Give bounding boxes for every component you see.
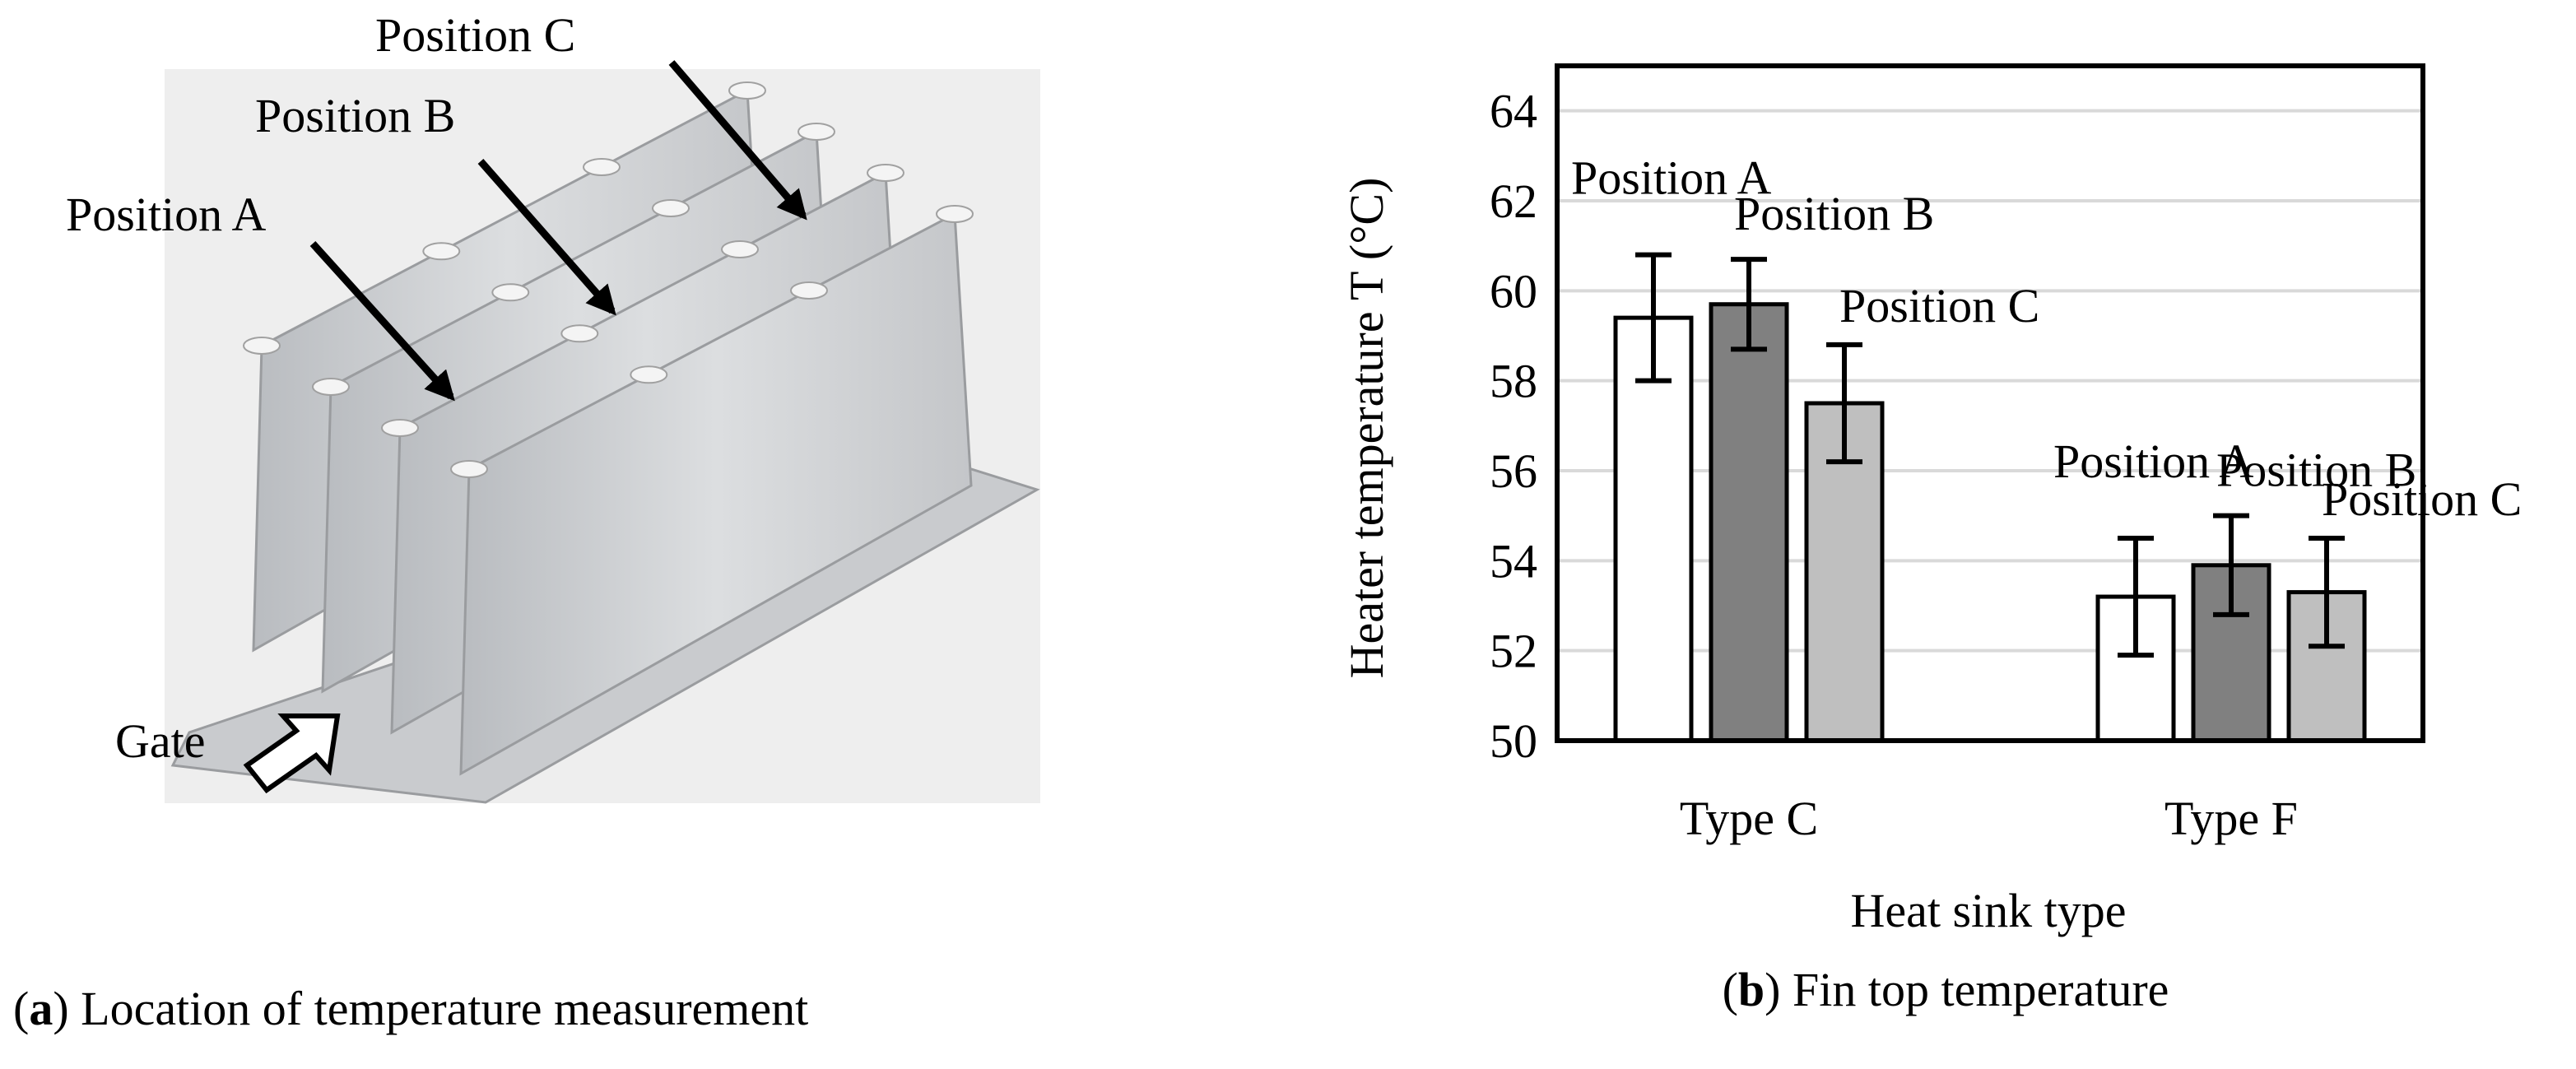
y-tick-label: 52	[1490, 625, 1537, 678]
caption-b: (b) Fin top temperature	[1723, 963, 2169, 1016]
arrow	[668, 60, 807, 221]
x-axis-label: Heat sink type	[1850, 884, 2126, 937]
y-axis-label: Heater temperature T (°C)	[1340, 178, 1393, 679]
series-label: Position B	[1734, 187, 1934, 240]
y-tick-label: 62	[1490, 174, 1537, 228]
arrow	[477, 159, 616, 316]
error-bar	[2213, 513, 2249, 617]
pin-top	[243, 337, 281, 355]
pin-top	[630, 365, 668, 384]
heat-sink-illustration	[165, 69, 1040, 804]
x-tick-label: Type F	[2164, 792, 2298, 845]
gate-label: Gate	[115, 714, 206, 768]
pin-top	[450, 460, 488, 478]
error-bar	[1635, 252, 1672, 383]
error-bar	[2309, 536, 2345, 649]
pin-top	[728, 81, 766, 100]
pin-top	[790, 281, 828, 300]
y-tick-label: 56	[1490, 444, 1537, 498]
y-tick-label: 58	[1490, 355, 1537, 408]
arrow	[309, 240, 455, 402]
pin-top	[797, 123, 835, 141]
error-bar	[1826, 342, 1862, 465]
pin-top	[936, 205, 974, 223]
bar	[1709, 302, 1789, 743]
y-tick-label: 54	[1490, 534, 1537, 588]
position-a-label: Position A	[66, 188, 266, 241]
pin-top	[721, 240, 759, 258]
position-c-label: Position C	[375, 8, 575, 62]
series-label: Position A	[2053, 435, 2253, 488]
pin-top	[560, 324, 599, 343]
position-b-label: Position B	[255, 89, 455, 142]
x-tick-label: Type C	[1680, 792, 1818, 845]
error-bar	[2118, 536, 2154, 658]
y-tick-label: 64	[1490, 85, 1537, 138]
error-bar	[1731, 257, 1767, 352]
pin-top	[652, 199, 690, 217]
plot-frame	[1555, 63, 2425, 743]
pin-top	[422, 242, 461, 261]
pin-top	[583, 158, 621, 176]
pin-top	[312, 378, 350, 396]
y-tick-label: 50	[1490, 714, 1537, 768]
gate-arrow	[243, 713, 341, 794]
pin-top	[491, 283, 530, 302]
pin-top	[381, 419, 419, 437]
pin-top	[867, 164, 904, 182]
y-tick-label: 60	[1490, 264, 1537, 318]
series-label: Position A	[1571, 151, 1771, 205]
series-label: Position C	[1839, 279, 2039, 332]
fin	[459, 211, 973, 776]
series-label: Position B	[2216, 444, 2416, 497]
caption-a: (a) Location of temperature measurement	[13, 982, 808, 1035]
